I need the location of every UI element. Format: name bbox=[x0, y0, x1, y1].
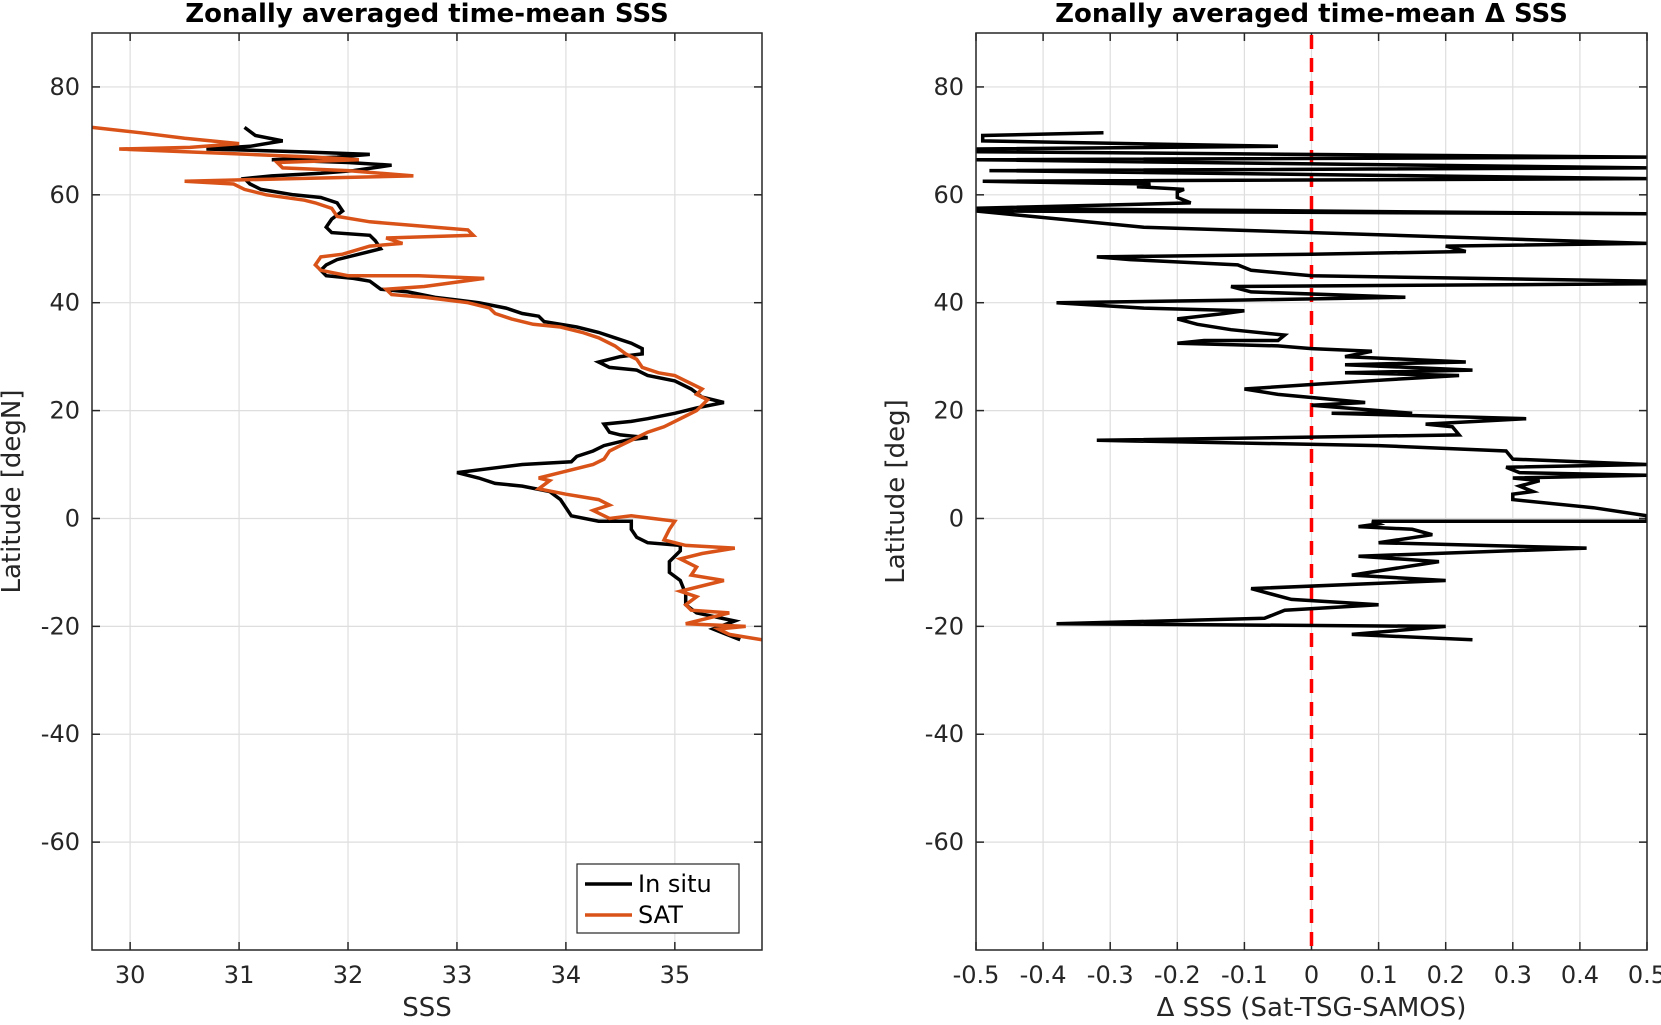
left-ytick-label: -60 bbox=[41, 828, 80, 856]
left-plot-area bbox=[92, 33, 762, 950]
left-axes-frame bbox=[91, 32, 763, 951]
right-xtick-label: 0.1 bbox=[1360, 961, 1398, 989]
left-ytick-label: 0 bbox=[65, 504, 80, 532]
left-ytick-label: 60 bbox=[49, 181, 80, 209]
left-xtick-label: 34 bbox=[551, 961, 582, 989]
right-ytick-label: 60 bbox=[933, 181, 964, 209]
left-ytick-label: 80 bbox=[49, 73, 80, 101]
legend: In situ SAT bbox=[576, 863, 740, 934]
right-xtick-label: -0.3 bbox=[1087, 961, 1134, 989]
right-axes-frame bbox=[975, 32, 1648, 951]
left-xtick-label: 33 bbox=[442, 961, 473, 989]
right-ytick-label: 20 bbox=[933, 397, 964, 425]
left-ytick-label: 20 bbox=[49, 397, 80, 425]
left-chart-title: Zonally averaged time-mean SSS bbox=[185, 0, 669, 29]
right-xtick-label: -0.5 bbox=[953, 961, 1000, 989]
left-xtick-label: 35 bbox=[660, 961, 691, 989]
right-ytick-label: -40 bbox=[925, 720, 964, 748]
right-ytick-label: 0 bbox=[949, 504, 964, 532]
right-ytick-label: 40 bbox=[933, 289, 964, 317]
right-xtick-label: 0.2 bbox=[1427, 961, 1465, 989]
panel-right-delta-sss: -0.5 -0.4 -0.3 -0.2 -0.1 0 0.1 0.2 0.3 0.4 0.5 -60 -… bbox=[881, 0, 1661, 1023]
right-xtick-label: 0.3 bbox=[1494, 961, 1532, 989]
legend-box bbox=[576, 863, 740, 934]
right-ytick-label: 80 bbox=[933, 73, 964, 101]
right-xtick-label: 0.4 bbox=[1561, 961, 1599, 989]
right-xtick-label: -0.1 bbox=[1221, 961, 1268, 989]
panel-left-sss: 30 31 32 33 34 35 -60 -40 -20 0 20 40 60 80 Zonally av… bbox=[0, 0, 763, 1023]
right-xtick-label: 0 bbox=[1304, 961, 1319, 989]
right-series-line-delta bbox=[976, 131, 1647, 642]
left-series-line-sat bbox=[92, 125, 762, 642]
right-x-axis-label: Δ SSS (Sat-TSG-SAMOS) bbox=[1157, 993, 1467, 1023]
right-xtick-label: -0.2 bbox=[1154, 961, 1201, 989]
left-xtick-label: 32 bbox=[333, 961, 364, 989]
left-ytick-label: 40 bbox=[49, 289, 80, 317]
left-series-line-in-situ bbox=[206, 125, 742, 642]
left-ytick-label: -40 bbox=[41, 720, 80, 748]
left-xtick-label: 30 bbox=[115, 961, 146, 989]
legend-label-in-situ: In situ bbox=[638, 870, 712, 898]
right-xtick-label: 0.5 bbox=[1628, 961, 1661, 989]
right-xtick-label: -0.4 bbox=[1020, 961, 1067, 989]
right-y-axis-label: Latitude [deg] bbox=[881, 399, 911, 584]
legend-label-sat: SAT bbox=[638, 901, 683, 929]
right-ytick-label: -20 bbox=[925, 612, 964, 640]
left-xtick-label: 31 bbox=[224, 961, 255, 989]
left-x-axis-label: SSS bbox=[402, 993, 452, 1023]
left-y-axis-label: Latitude [degN] bbox=[0, 389, 27, 593]
right-ytick-label: -60 bbox=[925, 828, 964, 856]
left-ytick-label: -20 bbox=[41, 612, 80, 640]
right-chart-title: Zonally averaged time-mean Δ SSS bbox=[1055, 0, 1568, 29]
